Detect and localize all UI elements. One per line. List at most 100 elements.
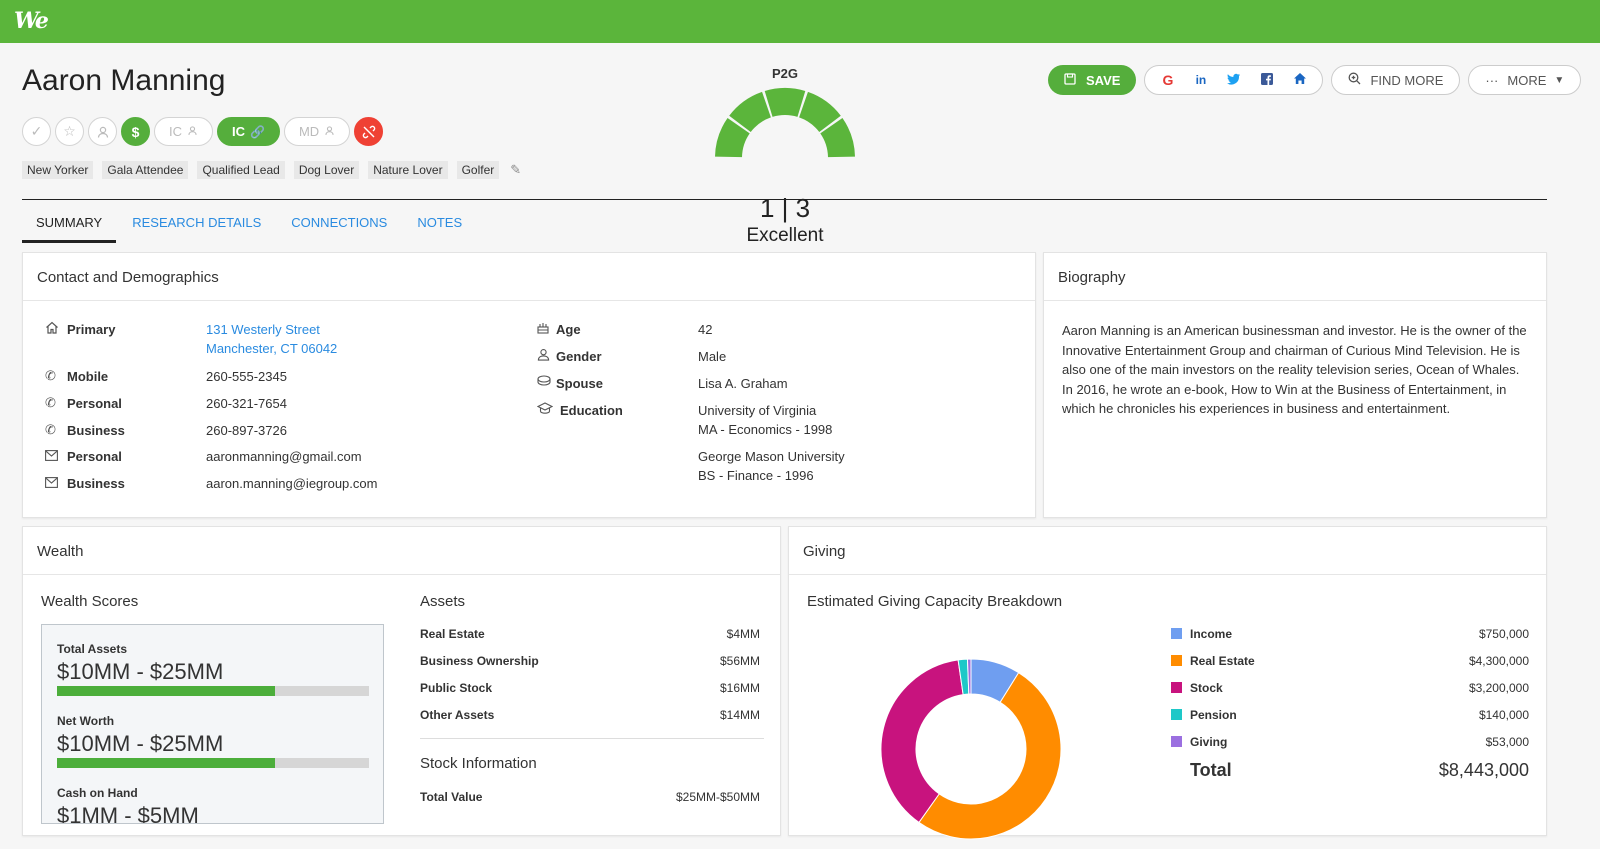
asset-value: $4MM [726,627,760,641]
demographic-value: 42 [698,322,713,337]
legend-label: Income [1190,627,1233,641]
contact-value: 260-321-7654 [206,396,287,411]
demographic-value: Lisa A. Graham [698,376,788,391]
twitter-icon[interactable] [1217,72,1250,88]
gauge-score: 1 | 3 [759,193,811,223]
card-title: Biography [1044,253,1546,301]
tab-research-details[interactable]: RESEARCH DETAILS [132,215,262,230]
legend-value: $3,200,000 [1468,681,1529,695]
asset-label: Other Assets [420,708,495,722]
education-degree: MA - Economics - 1998 [698,422,833,437]
save-icon [1064,72,1076,88]
facebook-icon[interactable] [1250,72,1283,88]
biography-card: Biography Aaron Manning is an American b… [1043,252,1547,518]
legend-item: Giving $53,000 [1171,735,1529,751]
score-label: Net Worth [57,714,115,728]
ic-link-button[interactable]: IC 🔗 [217,117,280,146]
legend-item: Pension $140,000 [1171,708,1529,724]
find-more-label: FIND MORE [1370,72,1444,88]
pencil-icon[interactable]: ✎ [510,162,522,177]
gauge-arc [715,88,855,158]
donut-slice-stock[interactable] [880,659,964,824]
legend-item: Income $750,000 [1171,627,1529,643]
contact-label: Personal [67,396,122,411]
score-value: $10MM - $25MM [57,731,224,756]
donut-slice-giving[interactable] [966,658,972,695]
legend-swatch [1171,736,1182,747]
tag[interactable]: Dog Lover [293,161,360,179]
find-more-button[interactable]: FIND MORE [1331,65,1461,95]
tab-summary[interactable]: SUMMARY [22,207,117,243]
more-label: MORE [1507,72,1547,88]
phone-icon: ✆ [45,368,56,383]
gauge-segment [764,88,806,117]
card-title: Contact and Demographics [23,253,1035,301]
unlink-icon[interactable] [354,117,384,146]
tag[interactable]: Nature Lover [368,161,448,179]
user-icon [324,125,335,139]
user-icon[interactable] [88,117,117,146]
tab-connections[interactable]: CONNECTIONS [291,215,388,230]
save-button[interactable]: SAVE [1048,65,1137,95]
action-bar: SAVE G in FIND MORE ··· MORE ▼ [1048,65,1589,95]
tab-notes[interactable]: NOTES [417,215,463,230]
stock-label: Total Value [420,790,483,804]
asset-value: $16MM [719,681,760,695]
wealth-card: Wealth Wealth Scores Total Assets $10MM … [22,526,781,836]
tag[interactable]: Gala Attendee [102,161,189,179]
contact-label: Business [67,476,125,491]
linkedin-icon[interactable]: in [1195,73,1207,87]
address-line-1[interactable]: 131 Westerly Street [206,322,320,337]
tab-bar: SUMMARY RESEARCH DETAILS CONNECTIONS NOT… [22,207,478,243]
stock-value: $25MM-$50MM [675,790,760,804]
legend-label: Giving [1190,735,1228,749]
tag[interactable]: Qualified Lead [197,161,285,179]
biography-text: Aaron Manning is an American businessman… [1062,323,1527,416]
legend-label: Stock [1190,681,1223,695]
gauge-rating: Excellent [746,225,824,246]
giving-card: Giving Estimated Giving Capacity Breakdo… [788,526,1547,840]
gauge-segment [820,117,855,158]
cake-icon [537,321,549,337]
header-divider [22,199,1547,200]
contact-value: 260-555-2345 [206,369,287,384]
contact-value: aaronmanning@gmail.com [206,449,362,464]
asset-label: Real Estate [420,627,485,641]
google-icon[interactable]: G [1162,72,1174,88]
gauge-segment [729,91,771,133]
legend-item: Stock $3,200,000 [1171,681,1529,697]
ellipsis-icon: ··· [1485,72,1499,88]
legend-value: $140,000 [1478,708,1529,722]
contact-label: Primary [67,322,116,337]
dollar-icon[interactable]: $ [121,117,150,146]
total-value: $8,443,000 [1438,760,1529,780]
contact-label: Business [67,423,125,438]
md-button[interactable]: MD [283,117,351,146]
check-icon[interactable]: ✓ [22,117,51,146]
asset-label: Public Stock [420,681,493,695]
ic-button[interactable]: IC [154,117,213,146]
legend-value: $750,000 [1478,627,1529,641]
address-line-2[interactable]: Manchester, CT 06042 [206,341,338,356]
asset-value: $56MM [719,654,760,668]
caret-down-icon: ▼ [1554,74,1565,86]
education-school: George Mason University [698,449,845,464]
p2g-gauge: P2G 1 | 3 Excellent [710,64,860,246]
score-label: Total Assets [57,642,128,656]
divider [420,738,764,739]
star-icon[interactable]: ☆ [55,117,84,146]
home-icon[interactable] [1283,72,1316,88]
more-button[interactable]: ··· MORE ▼ [1468,65,1582,95]
education-school: University of Virginia [698,403,817,418]
legend-swatch [1171,655,1182,666]
save-label: SAVE [1086,72,1121,88]
wealth-scores-box: Total Assets $10MM - $25MM Net Worth $10… [41,624,384,824]
user-icon [537,348,550,364]
app-logo[interactable]: We [14,8,49,34]
tag[interactable]: New Yorker [22,161,94,179]
rings-icon [537,375,551,390]
tag[interactable]: Golfer [456,161,500,179]
score-value: $10MM - $25MM [57,659,224,684]
ic-label: IC [169,124,182,139]
score-label: Cash on Hand [57,786,138,800]
